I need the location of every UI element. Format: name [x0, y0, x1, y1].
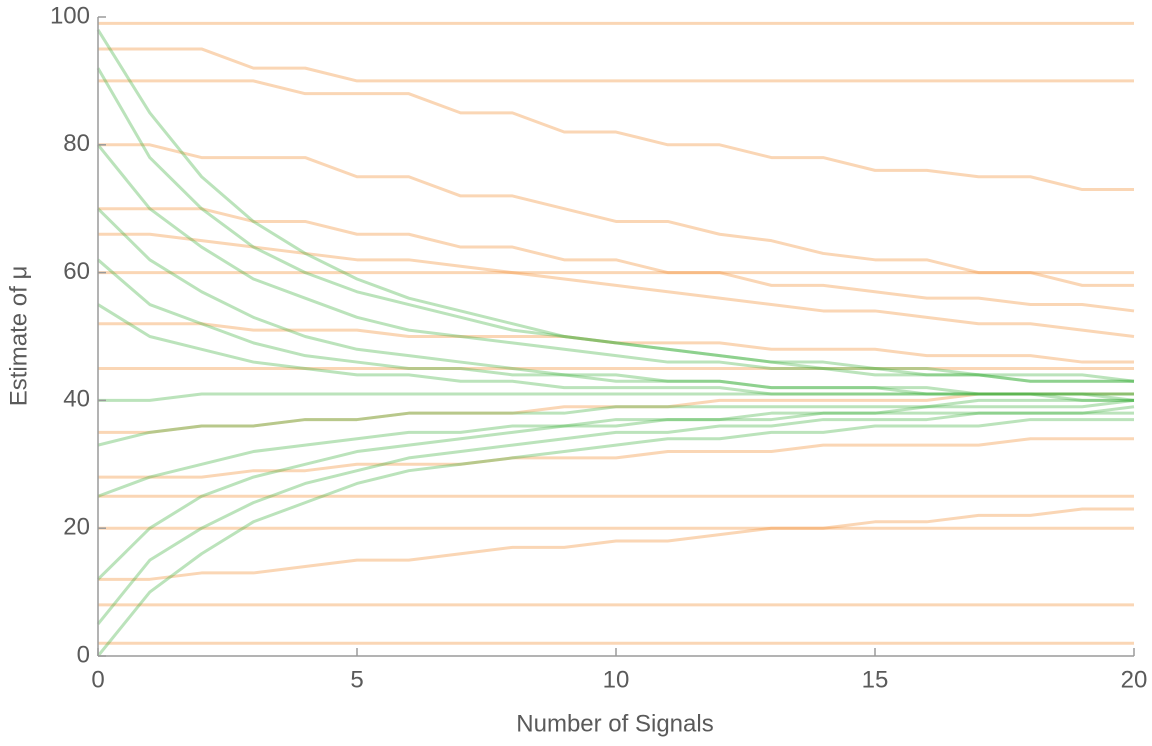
- series-line: [98, 322, 1134, 364]
- y-tick-label: 0: [77, 641, 90, 668]
- series-line: [97, 398, 1134, 447]
- x-tick-label: 15: [862, 666, 889, 693]
- y-tick-label: 40: [63, 386, 90, 413]
- series-line: [98, 392, 1134, 434]
- series-line: [96, 28, 1135, 383]
- x-tick-label: 20: [1121, 666, 1148, 693]
- series-line: [96, 411, 1134, 625]
- y-tick-label: 20: [63, 514, 90, 541]
- series-line: [96, 418, 1134, 657]
- series-line: [97, 258, 1134, 396]
- x-tick-label: 5: [350, 666, 363, 693]
- series-line: [98, 143, 1134, 287]
- y-axis-label: Estimate of μ: [5, 266, 32, 407]
- y-tick-label: 100: [50, 2, 90, 29]
- x-tick-label: 10: [603, 666, 630, 693]
- x-axis-label: Number of Signals: [516, 710, 713, 737]
- series-line: [98, 392, 1134, 402]
- series-line: [96, 207, 1135, 402]
- series-line: [98, 79, 1134, 192]
- series-line: [98, 47, 1134, 83]
- series-line: [98, 207, 1135, 313]
- series-line: [96, 67, 1134, 383]
- y-tick-label: 60: [63, 258, 90, 285]
- series-line: [97, 405, 1135, 498]
- series-line: [98, 232, 1135, 338]
- series-line: [97, 303, 1134, 402]
- series-line: [96, 143, 1134, 383]
- series-line: [98, 507, 1134, 581]
- series-line: [96, 398, 1135, 581]
- series-line: [98, 437, 1134, 479]
- x-tick-label: 0: [91, 666, 104, 693]
- y-tick-label: 80: [63, 130, 90, 157]
